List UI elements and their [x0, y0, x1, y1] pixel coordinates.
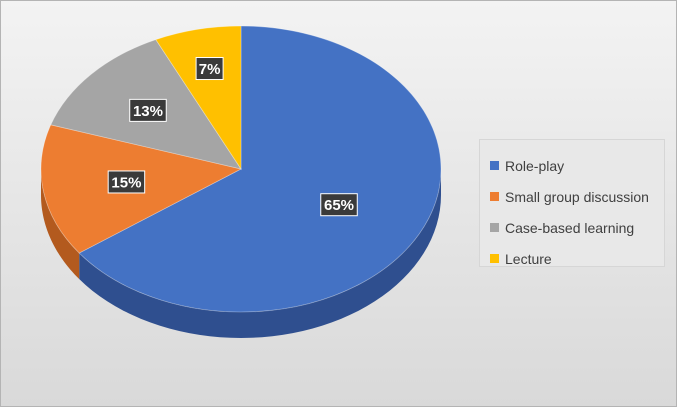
- legend-swatch-small-group-discussion: [490, 192, 499, 201]
- legend-item-role-play: Role-play: [490, 150, 664, 181]
- data-label-text-role-play: 65%: [324, 197, 354, 214]
- legend-swatch-role-play: [490, 161, 499, 170]
- data-label-box-lecture: [195, 57, 224, 81]
- legend-item-small-group-discussion: Small group discussion: [490, 181, 664, 212]
- pie-side-small-group-discussion: [41, 169, 80, 280]
- data-label-text-lecture: 7%: [199, 61, 221, 78]
- legend: Role-play Small group discussion Case-ba…: [479, 139, 665, 267]
- data-label-text-case-based-learning: 13%: [133, 103, 163, 120]
- data-label-text-small-group-discussion: 15%: [111, 174, 141, 191]
- pie-slice-role-play: [78, 25, 442, 313]
- data-label-box-case-based-learning: [129, 98, 167, 122]
- data-label-small-group-discussion: 15%: [107, 170, 146, 194]
- legend-item-lecture: Lecture: [490, 243, 664, 274]
- legend-label-case-based-learning: Case-based learning: [505, 219, 635, 236]
- legend-label-role-play: Role-play: [505, 157, 565, 174]
- data-label-case-based-learning: 13%: [129, 98, 167, 122]
- data-label-box-role-play: [320, 193, 358, 217]
- legend-swatch-case-based-learning: [490, 223, 499, 232]
- legend-swatch-lecture: [490, 254, 499, 263]
- data-label-lecture: 7%: [195, 57, 224, 81]
- pie-side-role-play: [79, 169, 441, 338]
- legend-label-lecture: Lecture: [505, 250, 552, 267]
- data-label-box-small-group-discussion: [107, 170, 146, 194]
- legend-item-case-based-learning: Case-based learning: [490, 212, 664, 243]
- data-label-role-play: 65%: [320, 193, 358, 217]
- legend-label-small-group-discussion: Small group discussion: [505, 188, 649, 205]
